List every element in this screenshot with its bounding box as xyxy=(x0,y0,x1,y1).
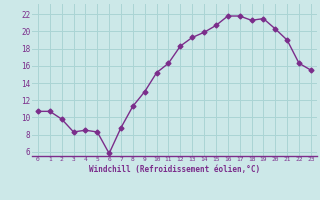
X-axis label: Windchill (Refroidissement éolien,°C): Windchill (Refroidissement éolien,°C) xyxy=(89,165,260,174)
